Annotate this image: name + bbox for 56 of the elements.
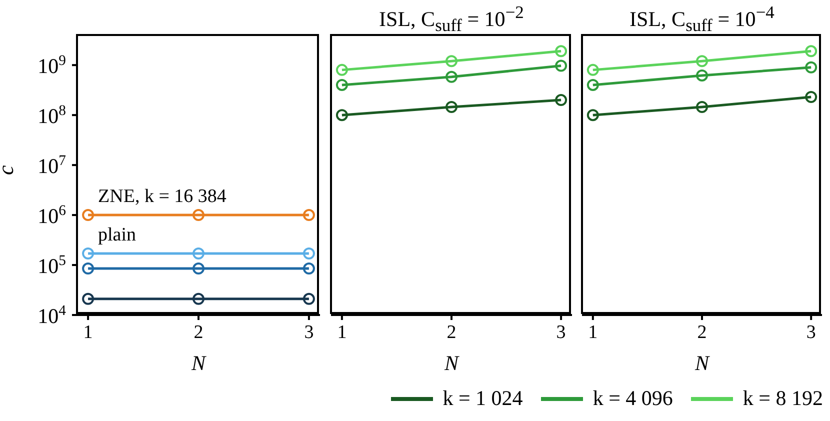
point: [696, 69, 708, 82]
x-tick-label: 1: [337, 322, 347, 343]
point: [192, 292, 204, 305]
point: [586, 64, 599, 76]
point: [805, 45, 818, 58]
x-tick-label: 3: [304, 322, 314, 343]
x-tick-label: 3: [806, 322, 816, 343]
point: [586, 78, 599, 91]
x-tick-label: 2: [697, 322, 707, 343]
chart-title: ISL, C$_{suff}$ = 10$^{−4}$: [628, 2, 776, 36]
legend-label: k = 4 096: [592, 386, 673, 411]
x-tick-label: 2: [446, 322, 456, 343]
x-tick-label: 3: [556, 322, 566, 343]
series-label: ZNE, k = 16 384: [98, 186, 227, 208]
point: [696, 55, 708, 68]
legend-label: k = 1 024: [442, 386, 523, 411]
y-tick-label: 10$^{8}$: [38, 103, 66, 128]
point: [586, 109, 599, 122]
x-axis-title: N: [443, 351, 460, 375]
point: [336, 78, 348, 91]
x-tick-label: 1: [83, 322, 93, 343]
x-tick-label: 2: [194, 322, 204, 343]
point: [192, 262, 204, 275]
point: [82, 262, 94, 275]
point: [446, 55, 458, 68]
y-tick-label: 10$^{4}$: [38, 303, 67, 328]
y-axis-title: c: [0, 165, 18, 175]
point: [302, 262, 315, 275]
chart-title: ISL, C$_{suff}$ = 10$^{−2}$: [378, 2, 525, 36]
legend-label: k = 8 192: [742, 386, 823, 411]
x-axis-title: N: [694, 351, 710, 375]
point: [446, 70, 458, 83]
point: [446, 101, 458, 114]
series-label: plain: [98, 224, 137, 246]
point: [302, 292, 315, 305]
point: [192, 209, 204, 222]
point: [82, 209, 94, 222]
point: [805, 61, 818, 74]
point: [336, 64, 348, 76]
point: [302, 248, 315, 260]
point: [555, 60, 568, 72]
y-tick-label: 10$^{9}$: [38, 53, 66, 78]
point: [696, 101, 708, 114]
x-tick-label: 1: [588, 322, 598, 343]
point: [555, 94, 568, 106]
point: [82, 292, 94, 305]
y-tick-label: 10$^{6}$: [38, 203, 66, 228]
point: [336, 109, 348, 122]
x-axis-title: N: [190, 351, 206, 375]
point: [805, 90, 818, 103]
y-tick-label: 10$^{7}$: [38, 153, 66, 178]
point: [82, 248, 94, 260]
point: [555, 45, 568, 58]
point: [302, 209, 315, 222]
y-tick-label: 10$^{5}$: [38, 253, 66, 278]
point: [192, 248, 204, 260]
